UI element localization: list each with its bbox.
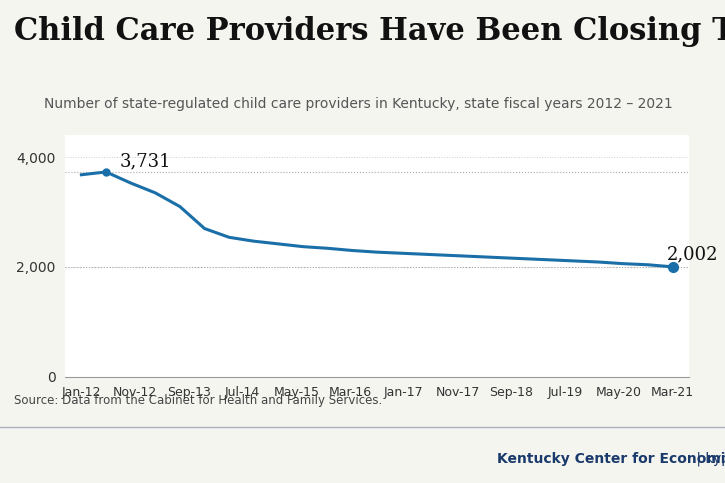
Text: | kypolicy.org: | kypolicy.org	[692, 452, 725, 466]
Text: 3,731: 3,731	[120, 152, 171, 170]
Text: Kentucky Center for Economic Policy: Kentucky Center for Economic Policy	[497, 452, 725, 466]
Text: 2,002: 2,002	[667, 245, 718, 263]
Text: Source: Data from the Cabinet for Health and Family Services.: Source: Data from the Cabinet for Health…	[14, 394, 383, 407]
Text: Child Care Providers Have Been Closing Their Doors: Child Care Providers Have Been Closing T…	[14, 16, 725, 47]
Text: Number of state-regulated child care providers in Kentucky, state fiscal years 2: Number of state-regulated child care pro…	[44, 98, 672, 112]
